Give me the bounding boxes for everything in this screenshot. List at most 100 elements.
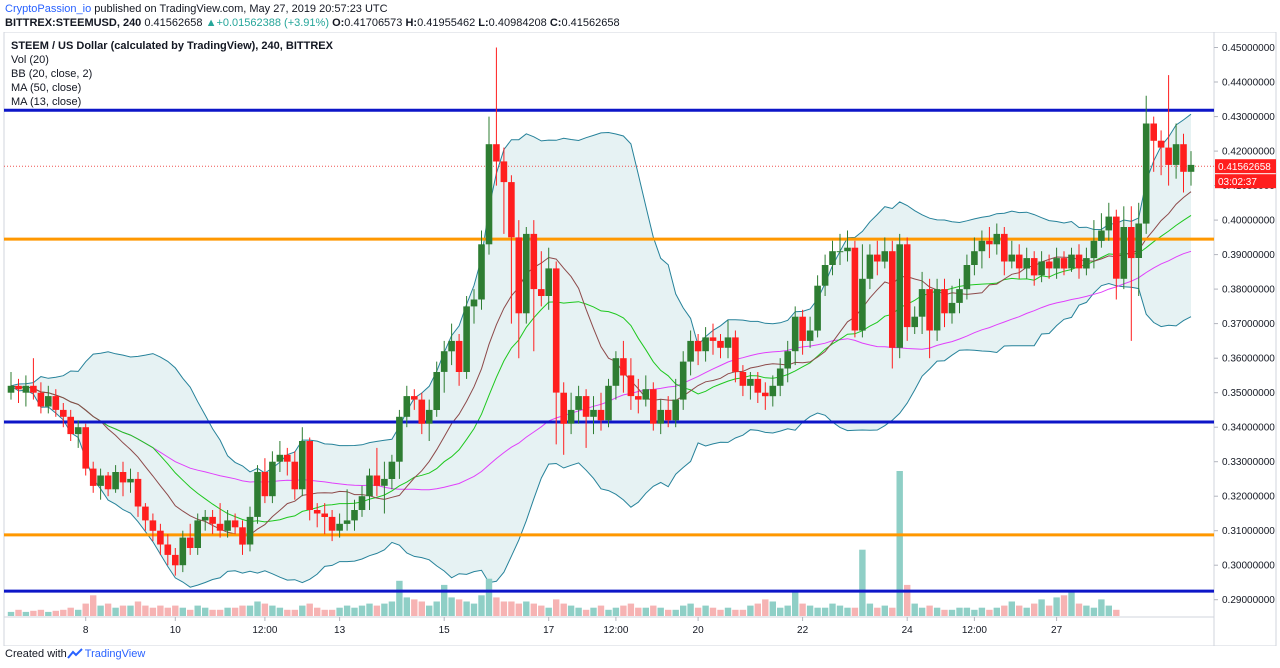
volume-bar (396, 580, 403, 616)
volume-bar (889, 607, 896, 616)
candle-body (37, 392, 45, 407)
volume-bar (67, 607, 74, 616)
candle-body (276, 454, 284, 462)
candle-body (814, 285, 821, 331)
volume-bar (90, 595, 97, 616)
volume-bar (336, 607, 343, 616)
candle-body (1128, 227, 1135, 259)
candle-body (874, 254, 881, 262)
volume-bar (134, 601, 142, 616)
candle-body (851, 247, 859, 331)
volume-bar (881, 605, 888, 616)
candle-body (52, 396, 60, 410)
author-link[interactable]: CryptoPassion_io (5, 3, 92, 15)
candle-body (627, 375, 635, 397)
volume-bar (1105, 605, 1112, 616)
volume-bar (732, 609, 739, 616)
candle-body (1187, 164, 1195, 172)
candle-body (149, 520, 157, 531)
candle-body (523, 233, 530, 314)
volume-bar (112, 607, 119, 616)
time-tick-label: 22 (797, 625, 809, 636)
candle-body (321, 513, 328, 517)
volume-bar (680, 605, 687, 616)
ma-13-line (10, 191, 1192, 537)
candle-body (590, 409, 597, 417)
candle-body (769, 385, 777, 397)
candle-body (567, 409, 575, 424)
volume-bar (926, 605, 933, 616)
candle-body (1150, 123, 1157, 141)
volume-bar (806, 605, 814, 616)
candle-body (1105, 216, 1113, 231)
time-tick-label: 8 (83, 625, 89, 636)
candle-body (732, 337, 739, 372)
price-tick-label: 0.30000000 (1222, 561, 1275, 572)
candle-body (179, 537, 187, 566)
current-price-text: 0.41562658 (1218, 162, 1271, 173)
volume-bar (1008, 601, 1015, 616)
candle-body (926, 289, 933, 331)
candle-body (799, 316, 806, 341)
volume-bar (37, 609, 45, 616)
price-tick-label: 0.45000000 (1222, 43, 1275, 54)
candle-body (448, 340, 455, 352)
candle-body (201, 516, 209, 521)
volume-bar (194, 605, 201, 616)
volume-bar (627, 603, 635, 616)
candle-body (485, 144, 493, 245)
price-tick-label: 0.44000000 (1222, 78, 1275, 89)
candle-body (620, 358, 627, 376)
candle-body (1008, 254, 1016, 262)
publish-line: CryptoPassion_io published on TradingVie… (5, 3, 388, 15)
legend-entry: Vol (20) (11, 54, 49, 66)
candle-body (635, 396, 642, 400)
candle-body (224, 520, 231, 531)
volume-bar (665, 609, 672, 616)
volume-bars (7, 471, 1120, 616)
candle-body (844, 247, 851, 252)
bollinger-fill (11, 114, 1191, 588)
candle-body (30, 385, 37, 393)
candle-body (538, 289, 545, 296)
candle-body (425, 409, 433, 424)
price-tick-label: 0.36000000 (1222, 354, 1275, 365)
candle-body (1060, 258, 1068, 269)
volume-bar (231, 607, 239, 616)
volume-bar (75, 609, 82, 616)
published-text: published on TradingView.com, May 27, 20… (94, 3, 388, 15)
volume-bar (911, 603, 918, 616)
candle-body (739, 372, 747, 386)
candle-body (597, 409, 605, 421)
time-tick-label: 24 (902, 625, 914, 636)
candle-body (373, 475, 381, 486)
time-axis[interactable]: 8 10 12:00 13 15 17 12:00 20 22 24 12:00 27 (83, 617, 1063, 636)
volume-bar (478, 595, 485, 616)
candle-body (112, 472, 119, 490)
candle-body (216, 523, 224, 531)
volume-bar (373, 605, 381, 616)
tradingview-brand[interactable]: TradingView (84, 648, 146, 660)
candle-body (172, 554, 179, 566)
volume-bar (284, 609, 291, 616)
price-axis[interactable]: 0.45000000 0.44000000 0.43000000 0.42000000… (1214, 43, 1275, 606)
candle-body (142, 506, 149, 521)
candle-body (15, 385, 22, 390)
low-label: L: (478, 17, 489, 29)
volume-bar (553, 599, 560, 616)
legend-entry: BB (20, close, 2) (11, 68, 92, 80)
candle-body (269, 461, 276, 497)
time-tick-label: 20 (693, 625, 705, 636)
volume-bar (918, 607, 926, 616)
candle-body (336, 523, 343, 531)
volume-bar (582, 609, 590, 616)
volume-bar (455, 599, 463, 616)
candle-body (948, 302, 956, 314)
price-chart[interactable]: 0.45000000 0.44000000 0.43000000 0.42000000… (0, 32, 1280, 646)
time-tick-label: 17 (543, 625, 555, 636)
low-value: 0.40984208 (488, 17, 547, 29)
volume-bar (1090, 607, 1098, 616)
volume-bar (1075, 603, 1083, 616)
candle-body (724, 337, 732, 348)
ohlc-line: BITTREX:STEEMUSD, 240 0.41562658 ▲+0.015… (5, 17, 620, 29)
